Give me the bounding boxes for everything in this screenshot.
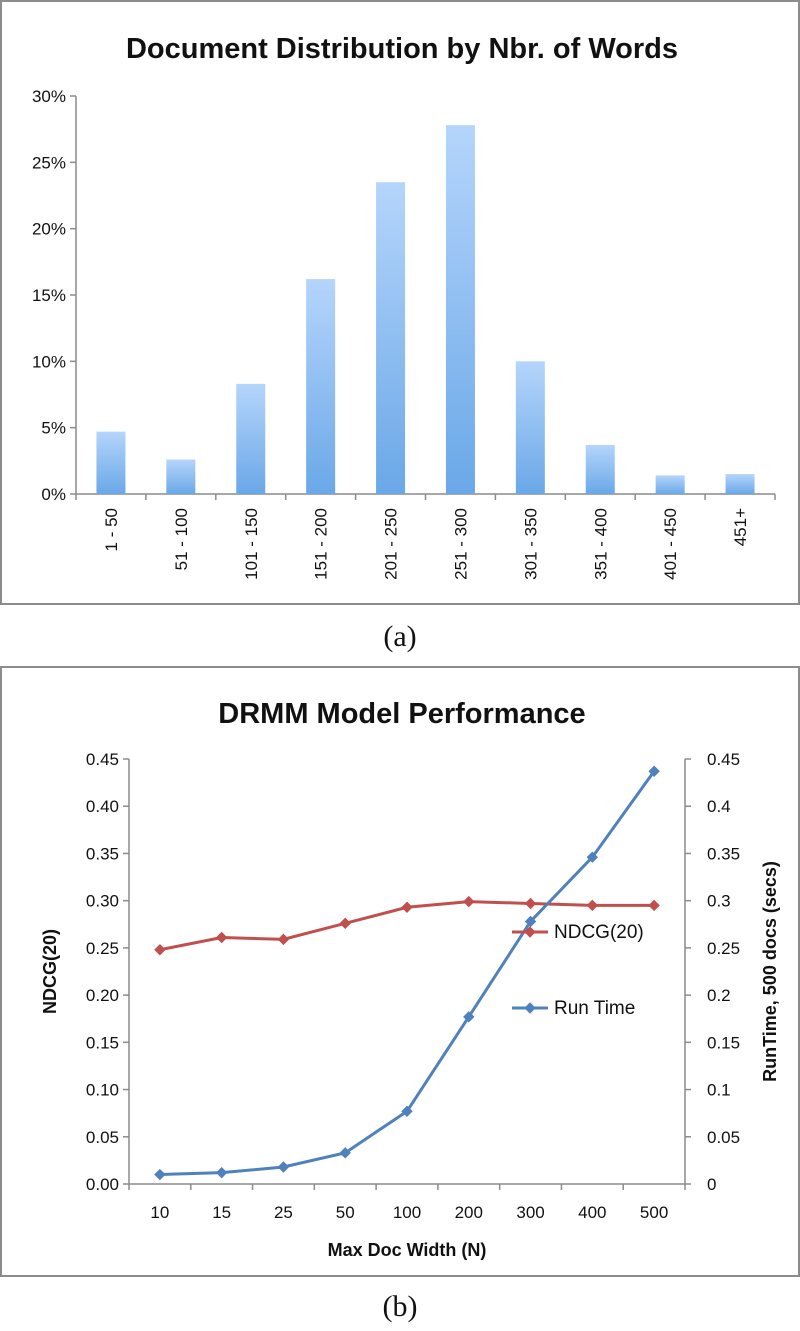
- y-tick-label-right: 0.3: [707, 892, 731, 911]
- y-tick-label-right: 0.35: [707, 844, 740, 863]
- y-tick-label-right: 0.15: [707, 1033, 740, 1052]
- data-point-run-time: [277, 1161, 290, 1173]
- data-point-run-time: [215, 1166, 228, 1179]
- data-point-ndcg-20: [524, 897, 537, 910]
- y-tick-label: 5%: [41, 419, 66, 438]
- bar: [376, 182, 406, 494]
- y-tick-label: 10%: [32, 352, 66, 371]
- y-tick-label-left: 0.05: [86, 1128, 119, 1147]
- line-chart: DRMM Model Performance0.000.050.100.150.…: [40, 698, 780, 1260]
- y-tick-label: 25%: [32, 153, 66, 172]
- data-point-ndcg-20: [586, 899, 599, 912]
- bar: [166, 459, 196, 494]
- data-point-ndcg-20: [215, 931, 228, 944]
- y-axis-title-right: RunTime, 500 docs (secs): [760, 861, 780, 1082]
- x-axis-title: Max Doc Width (N): [328, 1240, 487, 1260]
- x-tick-label: 51 - 100: [172, 508, 191, 570]
- bar: [515, 361, 545, 494]
- data-point-run-time: [401, 1105, 413, 1117]
- x-tick-label: 251 - 300: [451, 508, 470, 580]
- y-tick-label-right: 0.45: [707, 750, 740, 769]
- x-tick-label: 451+: [731, 508, 750, 546]
- legend-marker: [524, 1002, 536, 1014]
- data-point-run-time: [648, 765, 660, 777]
- y-tick-label-left: 0.45: [86, 750, 119, 769]
- bar: [306, 279, 336, 494]
- x-tick-label: 300: [516, 1203, 544, 1222]
- data-point-ndcg-20: [648, 899, 660, 912]
- bar: [585, 444, 615, 494]
- y-axis-title-left: NDCG(20): [40, 929, 60, 1014]
- y-tick-label-right: 0.4: [707, 797, 731, 816]
- x-tick-label: 500: [640, 1203, 668, 1222]
- x-tick-label: 10: [150, 1203, 169, 1222]
- y-tick-label-right: 0.1: [707, 1081, 731, 1100]
- x-tick-label: 50: [336, 1203, 355, 1222]
- y-tick-label-left: 0.15: [86, 1033, 119, 1052]
- y-tick-label-right: 0.05: [707, 1128, 740, 1147]
- y-tick-label-right: 0.2: [707, 986, 731, 1005]
- chart-title: DRMM Model Performance: [218, 698, 585, 730]
- data-point-ndcg-20: [277, 933, 290, 946]
- bar: [655, 475, 685, 494]
- chart-panel-b: DRMM Model Performance 0.00 0.05 0.10 0.15 0.…: [0, 666, 800, 1277]
- y-tick-label-left: 0.25: [86, 939, 119, 958]
- y-tick-label-left: 0.00: [86, 1175, 119, 1194]
- x-tick-label: 1 - 50: [102, 508, 121, 551]
- data-point-ndcg-20: [401, 901, 413, 913]
- chart-title: Document Distribution by Nbr. of Words: [126, 33, 678, 65]
- y-tick-label: 30%: [32, 87, 66, 106]
- data-point-ndcg-20: [339, 917, 351, 930]
- legend-marker: [524, 926, 536, 938]
- y-tick-label-right: 0.25: [707, 939, 740, 958]
- x-tick-label: 301 - 350: [521, 508, 540, 580]
- data-point-run-time: [154, 1168, 166, 1181]
- legend-label: Run Time: [554, 998, 635, 1019]
- x-tick-label: 401 - 450: [661, 508, 680, 580]
- y-tick-label-left: 0.10: [86, 1081, 119, 1100]
- y-tick-label-right: 0: [707, 1175, 716, 1194]
- chart-panel-a: Document Distribution by Nbr. of Words 0%…: [0, 0, 800, 605]
- bar-chart: Document Distribution by Nbr. of Words 0%…: [32, 33, 776, 580]
- y-tick-label: 0%: [41, 485, 66, 504]
- x-tick-label: 200: [455, 1203, 483, 1222]
- x-tick-label: 201 - 250: [382, 508, 401, 580]
- y-tick-label-left: 0.30: [86, 892, 119, 911]
- bar: [445, 125, 475, 494]
- data-point-run-time: [524, 915, 537, 928]
- data-point-run-time: [339, 1147, 351, 1159]
- legend-label: NDCG(20): [554, 922, 644, 943]
- caption-b: (b): [382, 1290, 418, 1323]
- data-point-ndcg-20: [463, 895, 475, 908]
- data-point-run-time: [463, 1011, 475, 1023]
- x-tick-label: 101 - 150: [242, 508, 261, 580]
- y-tick-label-left: 0.40: [86, 797, 119, 816]
- bar: [236, 383, 266, 494]
- x-tick-label: 151 - 200: [312, 508, 331, 580]
- y-tick-label: 20%: [32, 220, 66, 239]
- y-tick-label-left: 0.20: [86, 986, 119, 1005]
- y-tick-label: 15%: [32, 286, 66, 305]
- bar: [96, 431, 126, 494]
- data-point-run-time: [586, 851, 599, 863]
- bar: [725, 474, 755, 494]
- x-tick-label: 15: [212, 1203, 231, 1222]
- data-point-ndcg-20: [154, 944, 166, 956]
- x-tick-label: 100: [393, 1203, 421, 1222]
- x-tick-label: 25: [274, 1203, 293, 1222]
- y-tick-label-left: 0.35: [86, 844, 119, 863]
- x-tick-label: 400: [578, 1203, 606, 1222]
- x-tick-label: 351 - 400: [591, 508, 610, 580]
- caption-a: (a): [383, 620, 417, 653]
